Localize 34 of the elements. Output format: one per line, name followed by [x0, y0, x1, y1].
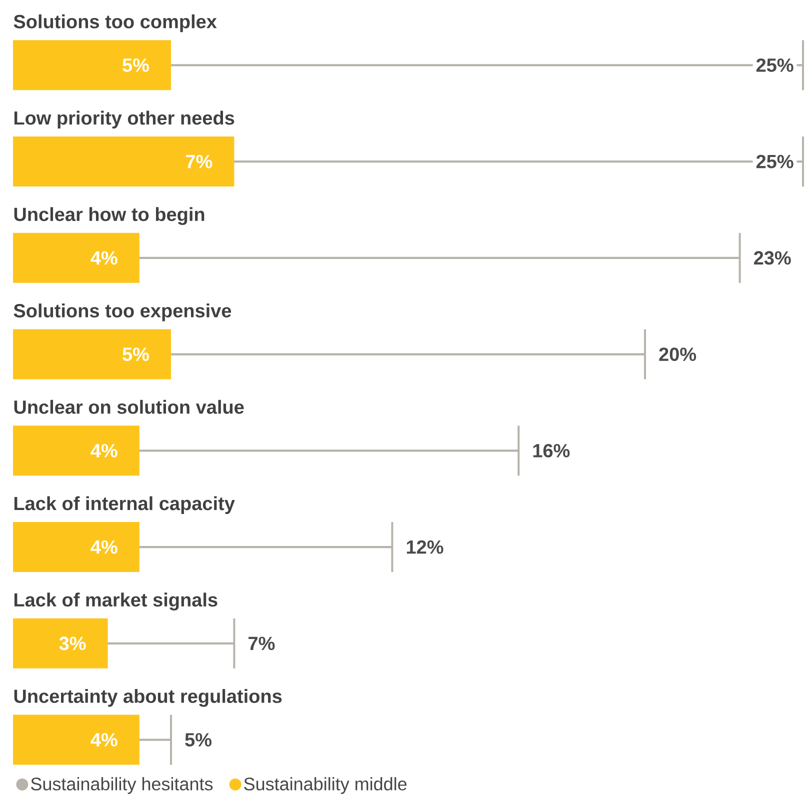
- bar: [13, 618, 108, 668]
- data-label: 3%: [59, 636, 86, 650]
- y-tick-label: Uncertainty about regulations: [14, 689, 282, 707]
- data-label: 5%: [122, 348, 149, 362]
- data-label: 23%: [754, 251, 791, 265]
- data-label: 20%: [659, 348, 696, 362]
- data-label: 12%: [406, 540, 444, 554]
- legend-label: Sustainability hesitants: [31, 777, 213, 794]
- data-label: 4%: [90, 540, 118, 554]
- bar: [13, 714, 140, 765]
- bar: [13, 136, 234, 187]
- y-tick-label: Unclear on solution value: [14, 400, 244, 414]
- y-tick-label: Unclear how to begin: [14, 207, 204, 225]
- y-tick-label: Low priority other needs: [14, 110, 234, 128]
- y-tick-label: Solutions too complex: [14, 14, 217, 32]
- data-label: 5%: [122, 58, 149, 72]
- data-label: 5%: [185, 733, 212, 747]
- y-tick-label: Lack of internal capacity: [14, 496, 235, 514]
- data-label: 25%: [756, 58, 794, 72]
- y-tick-label: Solutions too expensive: [14, 304, 232, 322]
- data-label: 4%: [90, 251, 118, 265]
- data-label: 7%: [186, 154, 212, 168]
- data-label: 25%: [756, 154, 794, 168]
- data-label: 4%: [90, 444, 118, 458]
- bar: [13, 329, 172, 380]
- legend-label: Sustainability middle: [244, 777, 407, 794]
- y-tick-label: Lack of market signals: [14, 592, 218, 610]
- data-label: 7%: [248, 636, 275, 650]
- data-label: 16%: [533, 444, 570, 458]
- bar: [13, 40, 172, 90]
- bar: [13, 522, 140, 572]
- bar: [13, 232, 140, 283]
- data-label: 4%: [90, 733, 118, 746]
- bar: [13, 426, 140, 476]
